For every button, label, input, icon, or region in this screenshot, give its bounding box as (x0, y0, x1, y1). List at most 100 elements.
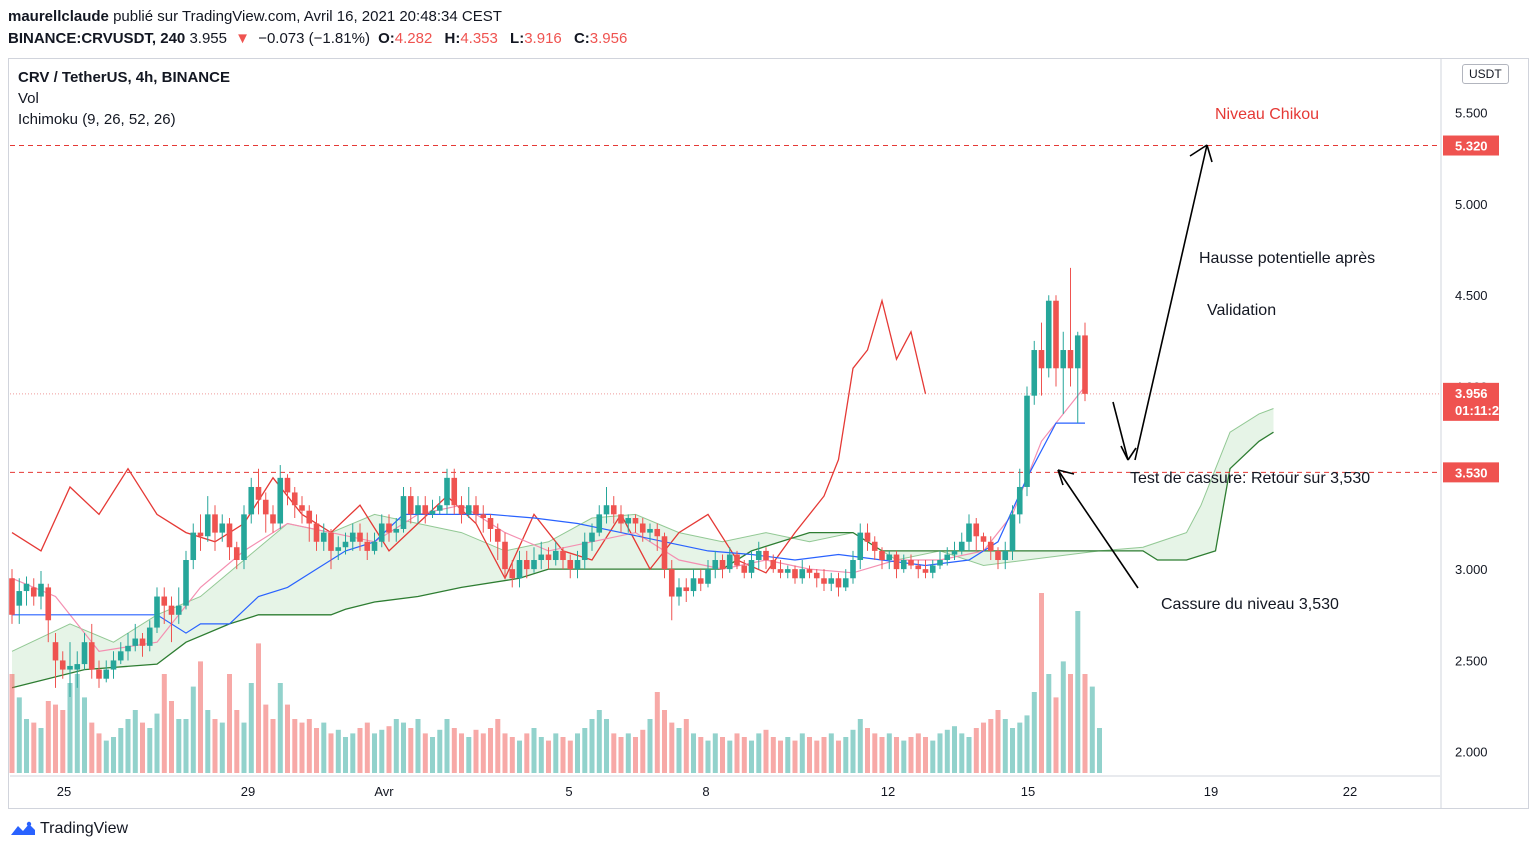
candle-body[interactable] (451, 477, 458, 506)
candle-body[interactable] (929, 565, 936, 573)
candle-body[interactable] (1038, 350, 1045, 369)
candle-body[interactable] (1074, 335, 1081, 369)
candle-body[interactable] (792, 569, 798, 579)
candle-body[interactable] (1016, 486, 1023, 515)
candle-body[interactable] (799, 569, 806, 579)
candle-body[interactable] (813, 572, 820, 579)
candle-body[interactable] (407, 496, 414, 515)
candle-body[interactable] (226, 523, 233, 548)
candle-body[interactable] (81, 642, 88, 665)
candle-body[interactable] (893, 554, 900, 570)
candle-body[interactable] (313, 523, 320, 542)
annotation-cassure-niveau[interactable]: Cassure du niveau 3,530 (1161, 596, 1339, 613)
author-name[interactable]: maurellclaude (8, 8, 109, 25)
candle-body[interactable] (654, 528, 661, 537)
candle-body[interactable] (233, 547, 240, 561)
candle-body[interactable] (676, 587, 682, 597)
candle-body[interactable] (668, 569, 675, 597)
candle-body[interactable] (726, 554, 733, 570)
candle-body[interactable] (574, 560, 581, 570)
legend-ichimoku[interactable]: Ichimoku (9, 26, 52, 26) (18, 111, 176, 128)
candle-body[interactable] (212, 514, 218, 533)
candle-body[interactable] (270, 514, 276, 524)
candle-body[interactable] (436, 505, 443, 511)
candle-body[interactable] (937, 560, 943, 566)
candle-body[interactable] (465, 505, 472, 515)
candle-body[interactable] (538, 554, 545, 561)
candle-body[interactable] (190, 532, 197, 561)
candle-body[interactable] (473, 505, 479, 515)
candle-body[interactable] (74, 664, 81, 670)
candle-body[interactable] (1002, 550, 1009, 561)
candle-body[interactable] (335, 547, 342, 551)
candle-body[interactable] (248, 486, 255, 515)
arrow-cassure-head[interactable] (1057, 469, 1064, 486)
candle-body[interactable] (748, 560, 755, 573)
candle-body[interactable] (581, 541, 588, 561)
candle-body[interactable] (1031, 350, 1038, 396)
candle-body[interactable] (589, 532, 595, 542)
candle-body[interactable] (523, 560, 530, 570)
candle-body[interactable] (168, 605, 175, 615)
candle-body[interactable] (973, 523, 980, 537)
tradingview-footer[interactable]: TradingView (10, 820, 128, 838)
candle-body[interactable] (915, 565, 922, 570)
candle-body[interactable] (734, 554, 740, 566)
currency-unit-button[interactable]: USDT (1462, 64, 1509, 84)
candle-body[interactable] (30, 587, 37, 597)
candle-body[interactable] (494, 528, 501, 542)
candle-body[interactable] (842, 578, 849, 588)
candle-body[interactable] (770, 560, 777, 570)
candle-body[interactable] (1024, 395, 1030, 487)
candle-body[interactable] (618, 514, 624, 524)
arrow-test-head[interactable] (1120, 445, 1129, 461)
candle-body[interactable] (610, 505, 617, 515)
candle-body[interactable] (175, 605, 182, 615)
candle-body[interactable] (871, 541, 878, 551)
candle-body[interactable] (371, 541, 378, 551)
candle-body[interactable] (429, 510, 436, 515)
candle-body[interactable] (154, 596, 160, 628)
candle-body[interactable] (1053, 300, 1059, 369)
candle-body[interactable] (958, 541, 965, 551)
candle-body[interactable] (835, 578, 842, 588)
candle-body[interactable] (545, 554, 552, 561)
candle-body[interactable] (697, 578, 704, 584)
candle-body[interactable] (879, 550, 885, 561)
arrow-cassure-head[interactable] (1057, 469, 1075, 475)
annotation-validation[interactable]: Validation (1207, 302, 1276, 319)
candle-body[interactable] (9, 578, 15, 615)
candle-body[interactable] (806, 569, 813, 573)
candle-body[interactable] (603, 505, 610, 515)
legend-title[interactable]: CRV / TetherUS, 4h, BINANCE (18, 69, 230, 86)
candle-body[interactable] (944, 554, 951, 561)
candle-body[interactable] (241, 514, 247, 561)
candle-body[interactable] (378, 523, 385, 542)
candle-body[interactable] (922, 569, 929, 573)
candle-body[interactable] (995, 550, 1001, 561)
chart-frame[interactable] (8, 58, 1529, 809)
candle-body[interactable] (139, 638, 146, 646)
candle-body[interactable] (59, 660, 66, 670)
candle-body[interactable] (639, 523, 646, 533)
candle-body[interactable] (596, 514, 603, 533)
legend-vol[interactable]: Vol (18, 90, 39, 107)
arrow-test-line[interactable] (1112, 401, 1129, 461)
candle-body[interactable] (386, 523, 392, 533)
candle-body[interactable] (647, 528, 653, 533)
candle-body[interactable] (103, 669, 110, 679)
candle-body[interactable] (45, 587, 52, 621)
candle-body[interactable] (487, 518, 494, 529)
candle-body[interactable] (299, 505, 305, 511)
candle-body[interactable] (197, 532, 204, 537)
candle-body[interactable] (625, 518, 632, 524)
candle-body[interactable] (255, 486, 262, 500)
arrow-hausse-line[interactable] (1134, 144, 1208, 461)
candle-body[interactable] (328, 532, 334, 551)
candle-body[interactable] (96, 669, 102, 679)
candle-body[interactable] (132, 638, 139, 646)
candle-body[interactable] (458, 505, 465, 515)
candle-body[interactable] (502, 541, 508, 570)
candle-body[interactable] (320, 532, 327, 542)
